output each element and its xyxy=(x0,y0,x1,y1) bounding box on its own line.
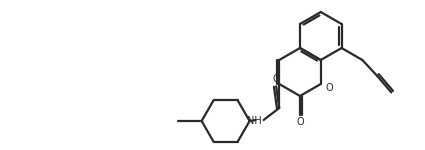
Text: NH: NH xyxy=(247,116,262,126)
Text: O: O xyxy=(326,83,333,93)
Text: O: O xyxy=(272,74,280,84)
Text: O: O xyxy=(296,117,304,127)
